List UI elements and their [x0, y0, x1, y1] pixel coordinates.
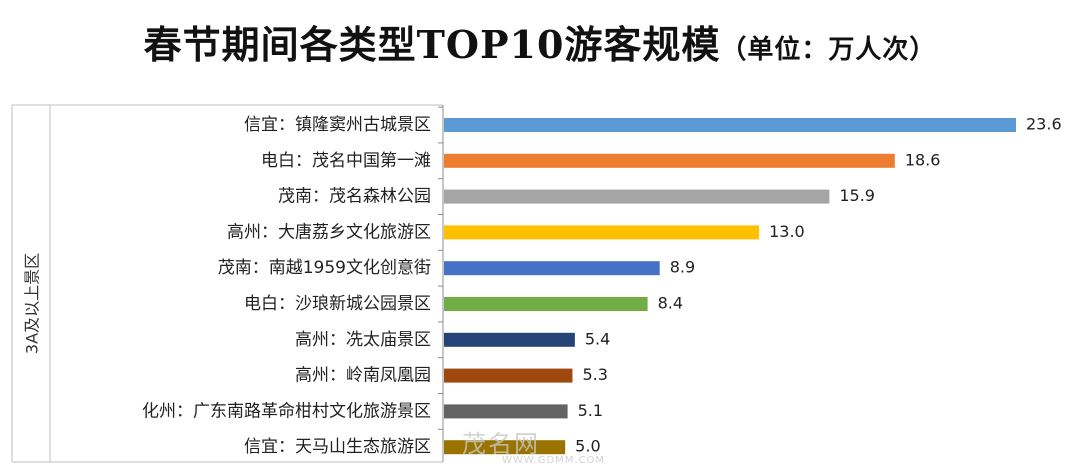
bar: [444, 297, 648, 311]
category-label: 化州：广东南路革命柑村文化旅游景区: [142, 401, 431, 421]
category-label: 高州：冼太庙景区: [295, 330, 431, 350]
bar: [444, 332, 575, 347]
chart-title: 春节期间各类型TOP10游客规模（单位：万人次）: [0, 14, 1080, 69]
data-label: 13.0: [769, 222, 805, 241]
bars-layer: 23.6 18.6 15.9 13.0 8.9 8.4 5.4 5.3 5.1 5.0: [444, 115, 1062, 456]
category-label: 信宜：镇隆窦州古城景区: [244, 115, 431, 135]
category-label: 电白：沙琅新城公园景区: [244, 294, 431, 314]
category-label: 高州：大唐荔乡文化旅游区: [227, 221, 431, 242]
bar: [444, 440, 566, 455]
watermark-text: 茂名网: [462, 430, 540, 458]
bar: [444, 261, 660, 276]
category-label: 信宜：天马山生态旅游区: [244, 437, 431, 457]
group-label: 3A及以上景区: [23, 253, 42, 354]
bar: [444, 368, 573, 383]
data-label: 23.6: [1026, 115, 1062, 134]
data-label: 5.0: [575, 437, 600, 456]
bar: [444, 404, 568, 419]
data-label: 8.4: [658, 294, 683, 313]
bar: [444, 118, 1016, 132]
bar: [444, 189, 830, 204]
watermark-url: WWW.GDMM.COM: [502, 455, 606, 466]
bar: [444, 153, 895, 168]
chart-title-main: 春节期间各类型TOP10游客规模: [143, 22, 721, 67]
category-label: 高州：岭南凤凰园: [295, 366, 431, 386]
category-label: 茂南：茂名森林公园: [278, 187, 431, 207]
chart-subtitle: （单位：万人次）: [720, 35, 937, 65]
data-label: 5.1: [578, 401, 603, 420]
watermark: 茂名网 WWW.GDMM.COM: [462, 424, 605, 466]
data-label: 18.6: [905, 150, 941, 169]
data-label: 8.9: [670, 258, 695, 277]
bar: [444, 225, 760, 240]
data-label: 15.9: [839, 186, 875, 205]
category-label: 电白：茂名中国第一滩: [261, 151, 431, 171]
category-label: 茂南：南越1959文化创意街: [218, 258, 431, 278]
data-label: 5.3: [582, 365, 607, 384]
axis-layer: 3A及以上景区 信宜：镇隆窦州古城景区电白：茂名中国第一滩茂南：茂名森林公园高州：…: [11, 104, 444, 463]
data-label: 5.4: [585, 329, 610, 348]
